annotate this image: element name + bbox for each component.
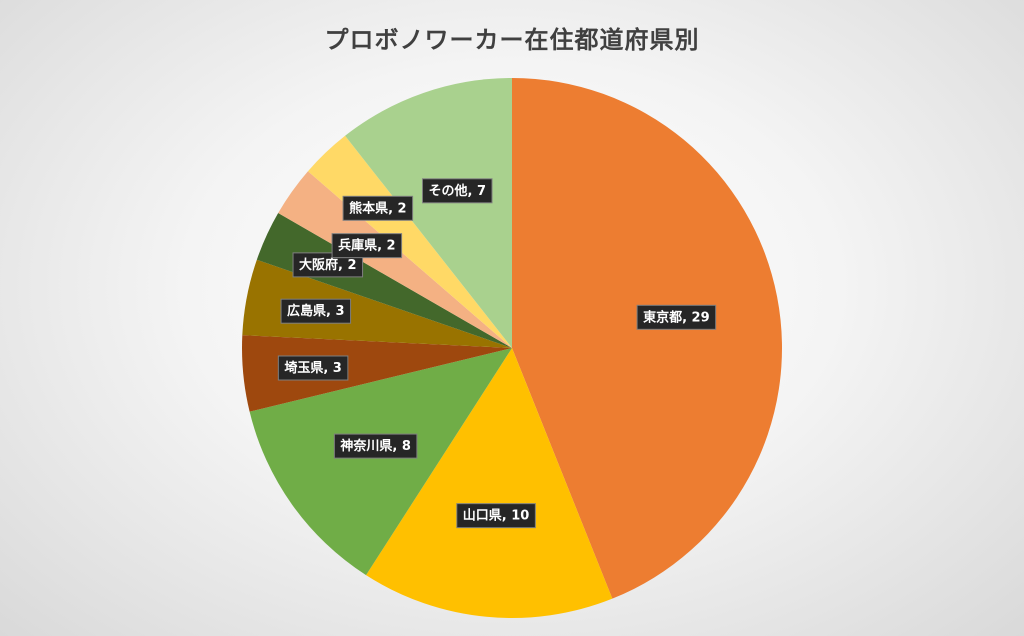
pie-data-label-box: [636, 304, 717, 330]
pie-data-label-text: 熊本県, 2: [349, 200, 407, 216]
pie-data-label-text: 山口県, 10: [463, 508, 530, 524]
pie-data-label-box: [456, 503, 536, 529]
pie-slice: [249, 348, 512, 576]
pie-slice: [512, 78, 782, 599]
pie-slice: [256, 213, 512, 348]
pie-data-label: 兵庫県, 2: [331, 233, 403, 259]
pie-data-label-text: 広島県, 3: [287, 303, 345, 319]
pie-data-label: 山口県, 10: [456, 503, 536, 529]
pie-data-label-text: 兵庫県, 2: [338, 238, 396, 254]
pie-slice: [366, 348, 613, 618]
pie-data-label: 熊本県, 2: [342, 195, 414, 221]
pie-data-label-text: その他, 7: [428, 183, 486, 199]
pie-data-label-box: [421, 178, 493, 204]
pie-data-label: 埼玉県, 3: [277, 355, 349, 381]
pie-data-label-text: 大阪府, 2: [299, 257, 357, 273]
pie-data-label-box: [277, 355, 349, 381]
pie-slices: [242, 78, 782, 618]
pie-data-label: 広島県, 3: [280, 298, 352, 324]
pie-data-labels: 東京都, 29 山口県, 10 神奈川県, 8 埼玉県, 3 広島県, 3 大阪府, 2 兵…: [277, 178, 717, 529]
pie-data-label-text: 埼玉県, 3: [284, 360, 342, 376]
chart-title: プロボノワーカー在住都道府県別: [324, 26, 700, 54]
pie-data-label: 神奈川県, 8: [333, 433, 418, 459]
pie-slice: [242, 335, 512, 412]
pie-data-label-box: [342, 195, 414, 221]
pie-slice: [307, 135, 512, 348]
pie-slice: [345, 78, 512, 348]
pie-data-label-box: [331, 233, 403, 259]
pie-slice: [278, 171, 512, 348]
pie-data-label: その他, 7: [421, 178, 493, 204]
pie-slice: [242, 259, 512, 348]
pie-data-label-box: [280, 298, 352, 324]
pie-data-label-box: [333, 433, 418, 459]
pie-data-label: 東京都, 29: [636, 304, 717, 330]
pie-data-label: 大阪府, 2: [292, 252, 364, 278]
pie-data-label-text: 神奈川県, 8: [340, 438, 411, 454]
pie-data-label-text: 東京都, 29: [643, 309, 710, 325]
